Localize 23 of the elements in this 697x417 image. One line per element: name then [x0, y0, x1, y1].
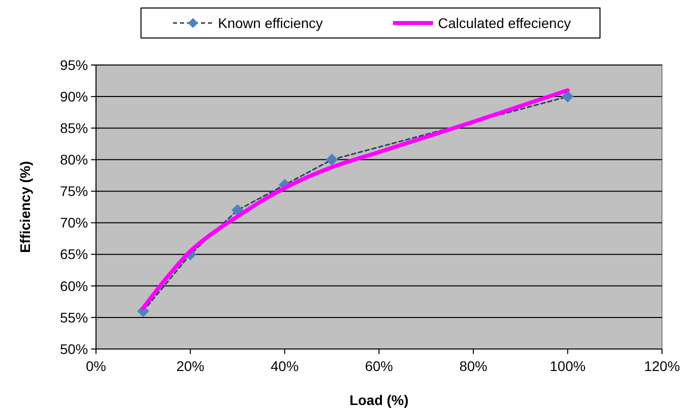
legend-label: Known efficiency: [218, 14, 323, 31]
y-tick-label: 60%: [60, 278, 88, 294]
y-tick-label: 85%: [60, 120, 88, 136]
y-tick-label: 75%: [60, 183, 88, 200]
y-tick-label: 90%: [60, 88, 88, 104]
y-tick-label: 65%: [60, 246, 88, 262]
y-axis-title: Efficiency (%): [17, 161, 33, 253]
x-tick-label: 20%: [176, 358, 204, 374]
x-tick-label: 80%: [459, 358, 488, 374]
x-tick-label: 100%: [550, 358, 586, 374]
point: [326, 154, 338, 166]
y-tick-label: 70%: [60, 214, 88, 231]
x-tick-label: 0%: [86, 358, 106, 374]
y-tick-label: 55%: [60, 309, 88, 326]
x-tick-label: 60%: [364, 358, 394, 374]
legend-label: Calculated effeciency: [438, 14, 571, 31]
x-tick-label: 40%: [270, 358, 299, 374]
y-tick-label: 95%: [60, 56, 88, 73]
x-tick-label: 120%: [644, 358, 680, 374]
y-tick-label: 80%: [60, 152, 88, 168]
y-tick-label: 50%: [60, 340, 88, 357]
x-axis-title: Load (%): [349, 392, 409, 408]
point: [562, 90, 574, 103]
